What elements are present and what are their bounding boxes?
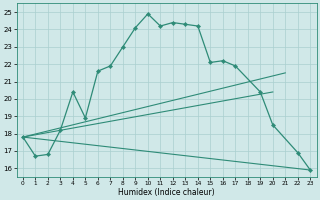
X-axis label: Humidex (Indice chaleur): Humidex (Indice chaleur) (118, 188, 215, 197)
